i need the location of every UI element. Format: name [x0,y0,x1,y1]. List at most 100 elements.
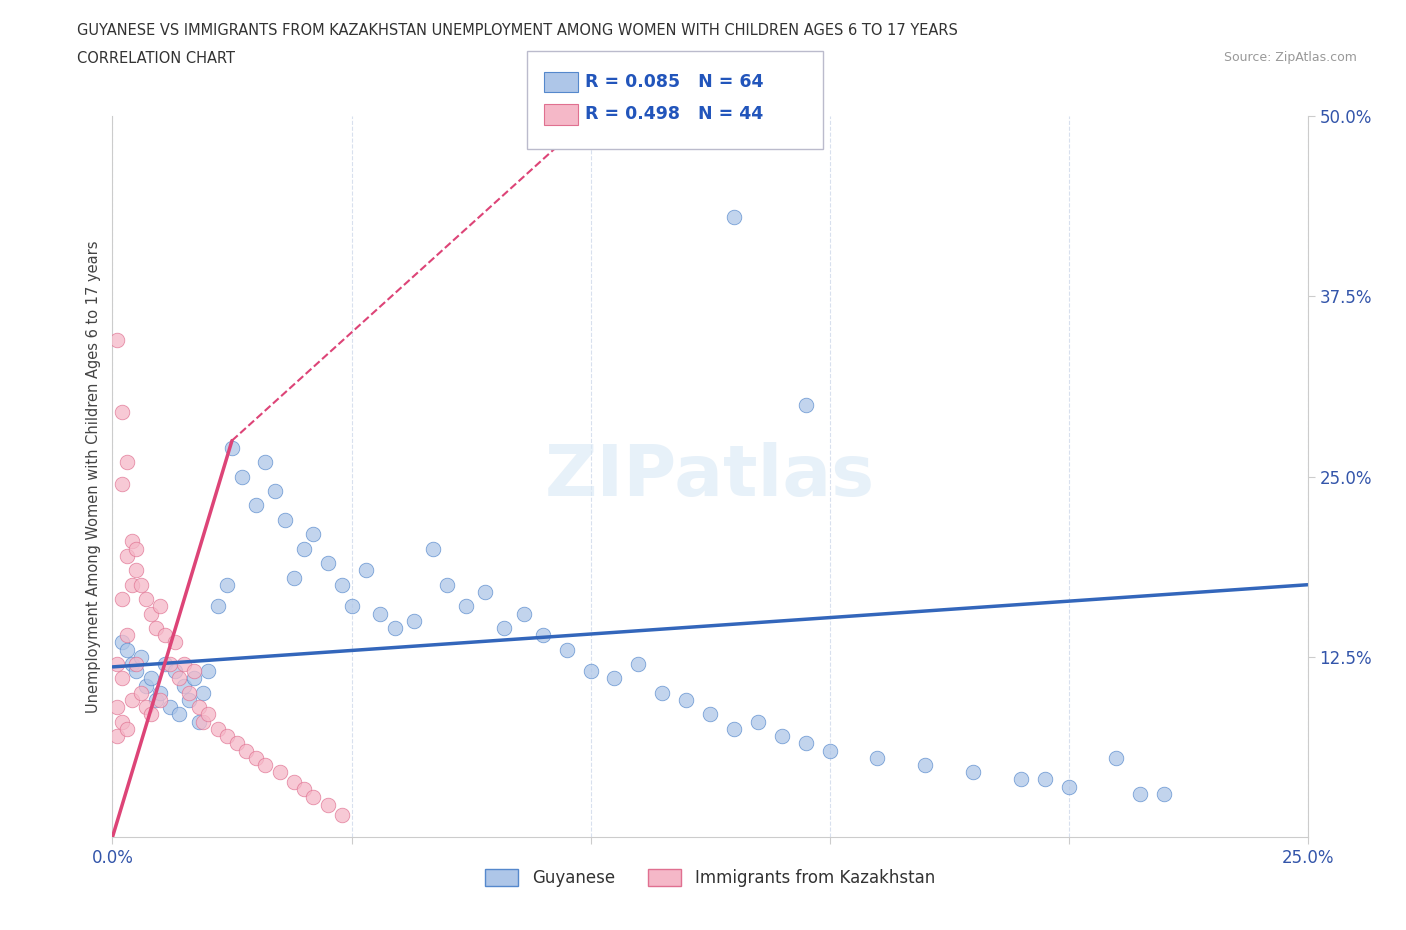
Point [121,657,143,671]
Point [330,578,353,592]
Point [105,657,128,671]
Point [245,751,267,765]
Point [163,664,186,679]
Point [125,657,148,671]
Point [207,599,229,614]
Point [197,707,219,722]
Point [723,722,745,737]
Point [115,549,138,564]
Point [221,441,243,456]
Point [603,671,626,686]
Point [340,599,363,614]
Point [187,714,209,729]
Point [292,541,315,556]
Point [254,455,277,470]
Point [115,628,138,643]
Point [1010,772,1032,787]
Point [145,620,167,635]
Point [914,757,936,772]
Point [422,541,444,556]
Point [153,628,176,643]
Point [111,591,134,606]
Point [302,526,325,541]
Text: R = 0.498   N = 44: R = 0.498 N = 44 [585,105,763,124]
Point [794,736,817,751]
Point [177,693,200,708]
Point [283,570,305,585]
Point [125,541,148,556]
Point [163,635,186,650]
Point [866,751,889,765]
Point [105,700,128,715]
Point [217,578,239,592]
Point [197,664,219,679]
Point [651,685,673,700]
Point [770,729,793,744]
Text: GUYANESE VS IMMIGRANTS FROM KAZAKHSTAN UNEMPLOYMENT AMONG WOMEN WITH CHILDREN AG: GUYANESE VS IMMIGRANTS FROM KAZAKHSTAN U… [77,23,959,38]
Point [125,664,148,679]
Point [316,556,339,571]
Point [111,405,134,419]
Point [115,455,138,470]
Point [330,808,353,823]
Point [494,620,516,635]
Point [283,775,305,790]
Point [818,743,841,758]
Point [121,578,143,592]
Text: Source: ZipAtlas.com: Source: ZipAtlas.com [1223,51,1357,64]
Point [456,599,478,614]
Point [368,606,391,621]
Point [302,790,325,804]
Point [139,707,162,722]
Point [384,620,406,635]
Point [105,729,128,744]
Point [187,700,209,715]
Point [111,671,134,686]
Point [139,671,162,686]
Point [135,591,157,606]
Point [149,693,172,708]
Point [111,635,134,650]
Point [627,657,650,671]
Point [1033,772,1056,787]
Point [217,729,239,744]
Point [231,469,253,484]
Point [159,700,181,715]
Point [129,578,152,592]
Point [115,642,138,657]
Point [273,512,295,527]
Point [292,782,315,797]
Point [183,664,205,679]
Point [747,714,769,729]
Point [145,693,167,708]
Point [207,722,229,737]
Point [1129,787,1152,802]
Point [474,585,496,600]
Point [193,714,215,729]
Point [225,736,247,751]
Point [149,599,172,614]
Point [579,664,602,679]
Point [121,693,143,708]
Point [555,642,578,657]
Point [169,671,191,686]
Point [402,614,425,629]
Point [169,707,191,722]
Point [1057,779,1080,794]
Point [264,484,287,498]
Point [699,707,721,722]
Point [723,210,745,225]
Point [354,563,377,578]
Point [1105,751,1128,765]
Point [254,757,277,772]
Point [135,700,157,715]
Point [235,743,257,758]
Point [105,332,128,347]
Point [111,476,134,491]
Point [794,397,817,412]
Y-axis label: Unemployment Among Women with Children Ages 6 to 17 years: Unemployment Among Women with Children A… [86,240,101,713]
Point [129,685,152,700]
Point [436,578,458,592]
Point [316,798,339,813]
Point [153,657,176,671]
